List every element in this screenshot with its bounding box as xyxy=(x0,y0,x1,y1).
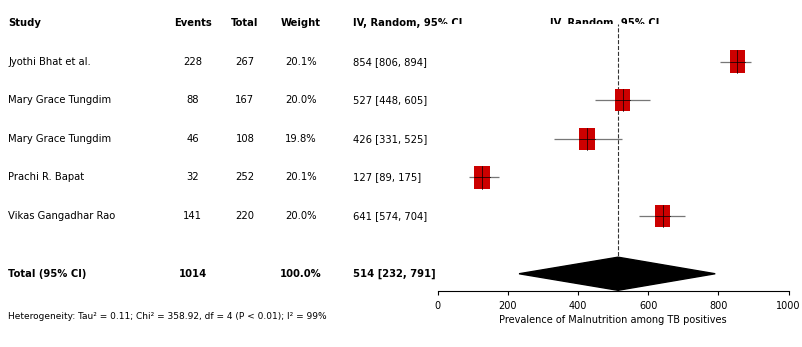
Text: 100.0%: 100.0% xyxy=(280,269,322,279)
Text: 641 [574, 704]: 641 [574, 704] xyxy=(353,211,427,221)
Text: Vikas Gangadhar Rao: Vikas Gangadhar Rao xyxy=(8,211,115,221)
Text: Mary Grace Tungdim: Mary Grace Tungdim xyxy=(8,134,111,144)
Bar xyxy=(614,89,630,111)
Text: Study: Study xyxy=(8,18,41,28)
Bar xyxy=(474,166,489,188)
Polygon shape xyxy=(518,257,715,290)
Text: Jyothi Bhat et al.: Jyothi Bhat et al. xyxy=(8,57,91,67)
Text: 167: 167 xyxy=(235,95,254,105)
Text: Mary Grace Tungdim: Mary Grace Tungdim xyxy=(8,95,111,105)
Text: Total (95% CI): Total (95% CI) xyxy=(8,269,87,279)
Text: IV, Random, 95% CI: IV, Random, 95% CI xyxy=(353,18,462,28)
Text: 527 [448, 605]: 527 [448, 605] xyxy=(353,95,427,105)
Text: Weight: Weight xyxy=(281,18,321,28)
Text: 20.0%: 20.0% xyxy=(285,211,317,221)
Text: IV, Random, 95% CI: IV, Random, 95% CI xyxy=(549,18,658,28)
Text: 854 [806, 894]: 854 [806, 894] xyxy=(353,57,427,67)
Text: 20.0%: 20.0% xyxy=(285,95,317,105)
Text: 88: 88 xyxy=(186,95,199,105)
Text: 46: 46 xyxy=(186,134,199,144)
Text: 252: 252 xyxy=(235,172,254,183)
X-axis label: Prevalence of Malnutrition among TB positives: Prevalence of Malnutrition among TB posi… xyxy=(499,315,726,325)
Text: 228: 228 xyxy=(183,57,202,67)
Text: Prachi R. Bapat: Prachi R. Bapat xyxy=(8,172,84,183)
Text: 19.8%: 19.8% xyxy=(285,134,317,144)
Text: Events: Events xyxy=(173,18,212,28)
Text: Heterogeneity: Tau² = 0.11; Chi² = 358.92, df = 4 (P < 0.01); I² = 99%: Heterogeneity: Tau² = 0.11; Chi² = 358.9… xyxy=(8,312,326,321)
Text: Total: Total xyxy=(231,18,258,28)
Text: 127 [89, 175]: 127 [89, 175] xyxy=(353,172,421,183)
Text: 514 [232, 791]: 514 [232, 791] xyxy=(353,269,435,279)
Text: 20.1%: 20.1% xyxy=(285,172,317,183)
Text: 220: 220 xyxy=(235,211,254,221)
Text: 141: 141 xyxy=(183,211,202,221)
Text: 1014: 1014 xyxy=(178,269,207,279)
Bar xyxy=(579,128,594,150)
Bar xyxy=(729,50,744,73)
Text: 32: 32 xyxy=(186,172,199,183)
Text: 108: 108 xyxy=(235,134,254,144)
Text: 426 [331, 525]: 426 [331, 525] xyxy=(353,134,427,144)
Text: 267: 267 xyxy=(235,57,254,67)
Bar xyxy=(654,205,670,227)
Text: 20.1%: 20.1% xyxy=(285,57,317,67)
